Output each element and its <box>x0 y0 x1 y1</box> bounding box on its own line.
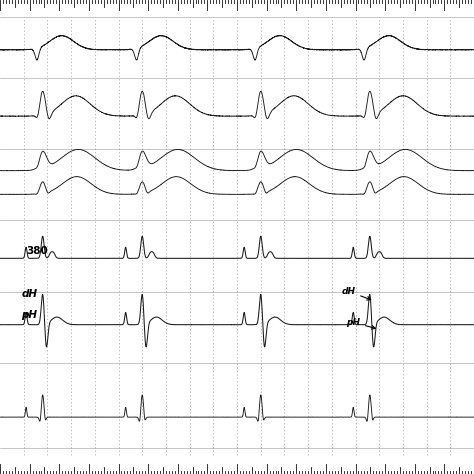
Text: 380: 380 <box>26 246 48 256</box>
Text: pH: pH <box>346 318 375 329</box>
Text: pH: pH <box>21 310 37 320</box>
Text: dH: dH <box>21 289 37 299</box>
Text: dH: dH <box>341 287 371 300</box>
